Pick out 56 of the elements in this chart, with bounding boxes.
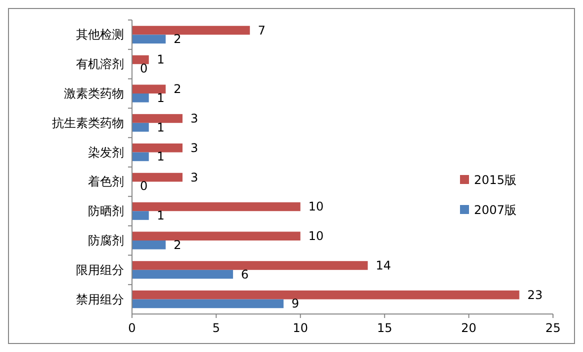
bar	[132, 299, 284, 308]
bar	[132, 34, 166, 44]
data-label: 0	[140, 62, 148, 76]
data-label: 23	[527, 288, 543, 302]
y-tick-label: 防晒剂	[88, 204, 124, 218]
data-label: 1	[156, 90, 164, 105]
bar	[132, 114, 183, 123]
data-label: 10	[308, 200, 324, 214]
bar	[132, 172, 183, 182]
bar	[132, 290, 520, 300]
x-tick-label: 0	[128, 321, 136, 335]
y-tick-label: 防腐剂	[88, 234, 124, 248]
bar	[132, 240, 166, 250]
x-tick-label: 15	[376, 321, 392, 335]
data-label: 1	[156, 208, 164, 223]
bar	[132, 84, 166, 94]
bar	[132, 94, 149, 102]
bar	[132, 26, 250, 35]
data-label: 1	[156, 52, 164, 67]
y-tick-label: 有机溶剂	[76, 57, 124, 72]
bar	[132, 202, 300, 212]
data-label: 3	[190, 170, 198, 184]
bar	[132, 232, 300, 240]
y-tick-label: 着色剂	[88, 174, 124, 189]
bar	[132, 261, 368, 270]
y-tick-label: 禁用组分	[76, 292, 124, 306]
y-tick-label: 染发剂	[88, 145, 124, 160]
legend-label: 2015版	[474, 173, 517, 187]
bar	[132, 55, 149, 64]
y-tick-label: 抗生素类药物	[52, 116, 124, 130]
legend-label: 2007版	[474, 203, 517, 217]
bar	[132, 152, 149, 162]
data-label: 14	[376, 258, 392, 272]
bar	[132, 211, 149, 220]
data-label: 1	[156, 150, 164, 164]
x-tick-label: 20	[461, 321, 476, 335]
y-tick-label: 激素类药物	[64, 86, 124, 100]
bar	[132, 122, 149, 132]
y-tick-label: 限用组分	[76, 262, 124, 277]
data-label: 2	[174, 32, 182, 46]
bar	[132, 143, 183, 152]
data-label: 10	[308, 229, 324, 244]
data-label: 3	[190, 111, 198, 126]
data-label: 7	[258, 23, 266, 38]
x-tick-label: 25	[545, 321, 561, 335]
bar	[132, 270, 234, 279]
x-tick-label: 10	[292, 321, 308, 335]
data-label: 6	[241, 267, 249, 282]
y-tick-label: 其他检测	[76, 28, 124, 42]
data-label: 0	[140, 179, 148, 194]
data-label: 9	[292, 296, 300, 311]
data-label: 1	[156, 120, 164, 134]
data-label: 2	[174, 238, 182, 252]
x-tick-label: 5	[212, 321, 220, 335]
data-label: 3	[190, 140, 198, 155]
data-label: 2	[174, 82, 182, 96]
